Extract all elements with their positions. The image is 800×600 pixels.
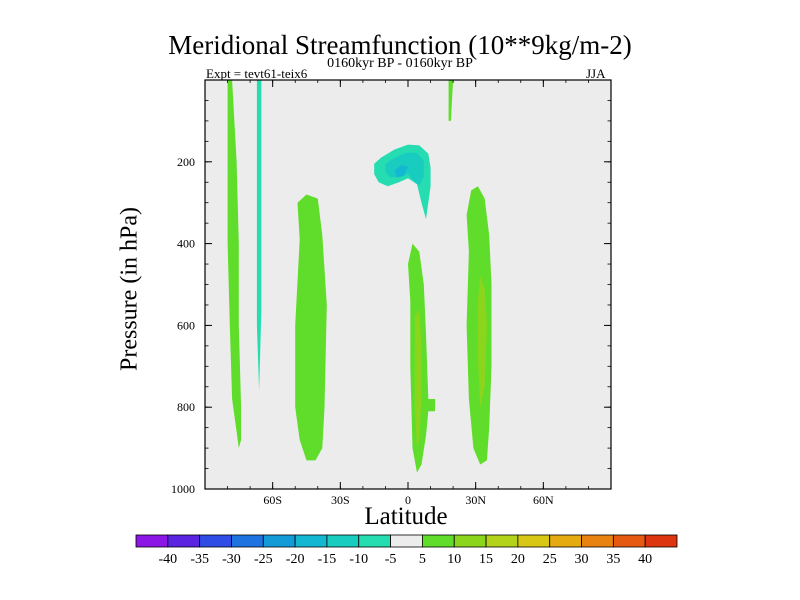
colorbar-swatch (549, 534, 582, 548)
y-tick-label: 800 (177, 400, 195, 414)
colorbar-swatch (199, 534, 232, 548)
colorbar-label: 5 (419, 552, 426, 567)
colorbar-label: 15 (479, 552, 493, 567)
experiment-label: Expt = tevt61-teix6 (206, 66, 308, 81)
colorbar-swatch (262, 534, 296, 548)
colorbar-label: -30 (222, 552, 241, 567)
colorbar-swatch (167, 534, 201, 548)
contour-regions (227, 80, 512, 473)
colorbar-label: 30 (575, 552, 589, 567)
colorbar-swatch (485, 534, 519, 548)
colorbar-label: -20 (286, 552, 305, 567)
colorbar-label: -25 (254, 552, 273, 567)
x-tick-label: 60S (263, 493, 282, 507)
y-tick-label: 1000 (171, 482, 195, 496)
colorbar-label: -35 (190, 552, 209, 567)
colorbar-swatch (358, 534, 391, 548)
colorbar-swatch (422, 534, 455, 548)
colorbar-swatch (644, 534, 678, 548)
x-tick-label: 0 (405, 493, 411, 507)
hadley-negative-cell (351, 137, 440, 408)
nh-subtropical-plus10 (477, 276, 487, 408)
chart-title: Meridional Streamfunction (10**9kg/m-2) (168, 30, 632, 60)
colorbar-swatch (390, 534, 423, 548)
colorbar-swatch (581, 534, 614, 548)
nh-midlatitude-negative-cell (498, 80, 512, 424)
colorbar-swatch (517, 534, 551, 548)
nh-subtropical-thin-positive-sliver (448, 80, 454, 121)
colorbar-label: -40 (158, 552, 177, 567)
colorbar-swatch (326, 534, 360, 548)
sh-polar-positive-cell (227, 80, 242, 449)
y-tick-label: 200 (177, 155, 195, 169)
colorbar-swatch (294, 534, 328, 548)
y-tick-label: 600 (177, 318, 195, 332)
colorbar-label: 10 (447, 552, 461, 567)
x-tick-label: 30S (331, 493, 350, 507)
colorbar: -40 -35 -30 -25 -20 -15 -10 -5 5 10 15 20 25 30 35 40 (135, 534, 678, 567)
colorbar-label: -15 (318, 552, 337, 567)
equatorial-positive-cell (408, 243, 436, 473)
colorbar-label: 35 (606, 552, 620, 567)
time-range-label: 0160kyr BP - 0160kyr BP (327, 56, 473, 71)
colorbar-label: 20 (511, 552, 525, 567)
colorbar-label: -5 (385, 552, 397, 567)
y-tick-label: 400 (177, 237, 195, 251)
colorbar-label: 25 (543, 552, 557, 567)
colorbar-swatch (231, 534, 264, 548)
x-tick-label: 60N (533, 493, 554, 507)
colorbar-swatch (135, 534, 169, 548)
x-tick-label: 30N (465, 493, 486, 507)
colorbar-swatch (612, 534, 646, 548)
hadley-minus20 (394, 165, 408, 178)
axis-ticks: 60S 30S 0 30N 60N 200 400 600 800 1000 (171, 80, 612, 507)
colorbar-swatch (453, 534, 487, 548)
sh-subtropical-positive-cell (295, 194, 327, 461)
colorbar-label: -10 (349, 552, 368, 567)
colorbar-label: 40 (638, 552, 652, 567)
sh-60s-core (256, 80, 262, 391)
x-axis-label: Latitude (364, 503, 448, 530)
season-label: JJA (586, 66, 606, 81)
equatorial-plus10 (414, 309, 422, 449)
